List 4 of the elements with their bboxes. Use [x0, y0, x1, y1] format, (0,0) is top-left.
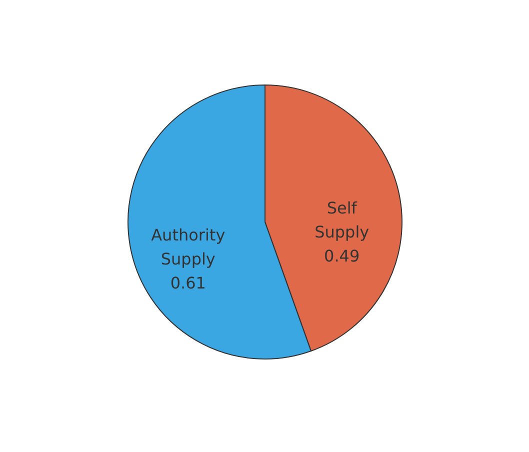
slice-label: Self Supply	[314, 198, 370, 242]
data-label: 0.49	[324, 246, 360, 266]
data-label: 0.61	[170, 273, 206, 292]
slice-label: Authority Supply	[151, 225, 226, 268]
